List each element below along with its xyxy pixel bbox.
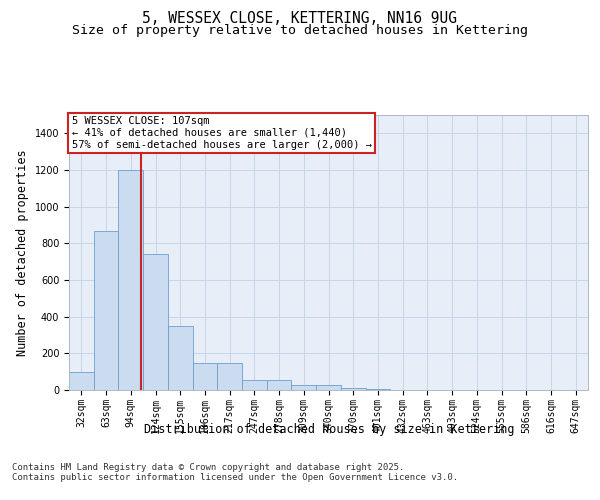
Bar — [242, 380, 267, 390]
Bar — [365, 389, 390, 390]
Text: Contains HM Land Registry data © Crown copyright and database right 2025.
Contai: Contains HM Land Registry data © Crown c… — [12, 462, 458, 482]
Bar — [168, 326, 193, 390]
Bar — [341, 388, 365, 390]
Bar — [316, 386, 341, 390]
Bar — [94, 230, 118, 390]
Bar — [143, 254, 168, 390]
Text: 5 WESSEX CLOSE: 107sqm
← 41% of detached houses are smaller (1,440)
57% of semi-: 5 WESSEX CLOSE: 107sqm ← 41% of detached… — [71, 116, 371, 150]
Bar — [118, 170, 143, 390]
Bar — [267, 380, 292, 390]
Text: Size of property relative to detached houses in Kettering: Size of property relative to detached ho… — [72, 24, 528, 37]
Bar — [193, 362, 217, 390]
Text: 5, WESSEX CLOSE, KETTERING, NN16 9UG: 5, WESSEX CLOSE, KETTERING, NN16 9UG — [143, 11, 458, 26]
Bar — [292, 386, 316, 390]
Bar — [69, 372, 94, 390]
Y-axis label: Number of detached properties: Number of detached properties — [16, 149, 29, 356]
Bar — [217, 362, 242, 390]
Text: Distribution of detached houses by size in Kettering: Distribution of detached houses by size … — [143, 422, 514, 436]
